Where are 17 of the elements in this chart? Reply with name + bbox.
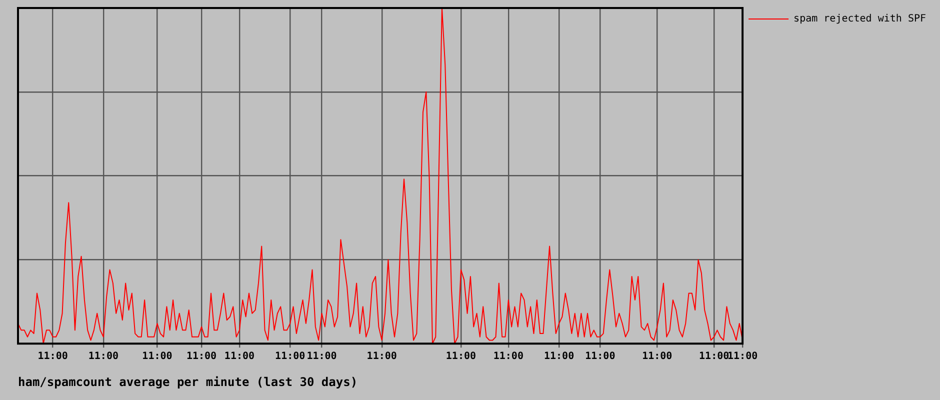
x-tick-label: 11:00 bbox=[88, 351, 118, 362]
x-tick-label: 11:00 bbox=[699, 351, 730, 362]
x-tick-label: 11:00 bbox=[38, 351, 68, 362]
x-tick-label: 11:00 bbox=[224, 351, 255, 362]
x-tick-label: 11:00 bbox=[275, 351, 306, 362]
x-tick-label: 11:00 bbox=[446, 351, 476, 362]
x-axis-title: ham/spamcount average per minute (last 30 days) bbox=[18, 374, 358, 389]
x-tick-label: 11:00 bbox=[186, 351, 217, 362]
x-tick-label: 11:00 bbox=[306, 351, 337, 362]
x-tick-label: 11:00 bbox=[142, 351, 172, 362]
legend-label: spam rejected with SPF bbox=[794, 14, 926, 25]
x-tick-label: 11:00 bbox=[366, 351, 397, 362]
x-tick-label: 11:00 bbox=[642, 351, 672, 362]
x-tick-label: 11:00 bbox=[544, 351, 574, 362]
x-tick-label: 11:00 bbox=[585, 351, 616, 362]
x-tick-label: 11:00 bbox=[493, 351, 524, 362]
x-tick-label: 11:00 bbox=[727, 351, 758, 362]
